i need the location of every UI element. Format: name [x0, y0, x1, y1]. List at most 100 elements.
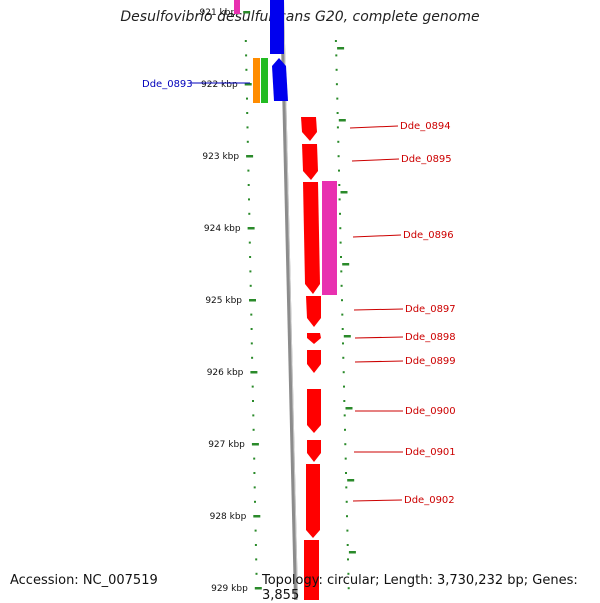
- gene-top-magenta[interactable]: [234, 0, 240, 14]
- scale-dot-left: [246, 112, 249, 114]
- scale-dot-left: [253, 457, 256, 460]
- scale-dot-left: [248, 212, 251, 215]
- scale-dot-left: [255, 558, 258, 561]
- scale-dot-left: [248, 241, 251, 244]
- leader-line-0898: [354, 336, 404, 339]
- leader-line-0896: [352, 234, 402, 238]
- gene-label-dde-0899[interactable]: Dde_0899: [405, 356, 456, 367]
- scale-dot-left: [245, 54, 248, 57]
- gene-labels: Dde_0893 Dde_0894 Dde_0895 Dde_0896 Dde_…: [142, 79, 456, 506]
- scale-dot-right: [343, 414, 346, 417]
- gene-green[interactable]: [261, 58, 268, 103]
- topology-text: Topology: circular; Length: 3,730,232 bp…: [262, 573, 578, 603]
- gene-reverse-top-blue[interactable]: [270, 0, 284, 54]
- kbp-tick-mark: [253, 515, 261, 518]
- kbp-tick-label: 924 kbp: [204, 224, 241, 234]
- scale-dot-right: [344, 457, 347, 460]
- scale-dot-right: [347, 558, 349, 561]
- gene-label-dde-0898[interactable]: Dde_0898: [405, 332, 456, 343]
- scale-dot-right: [346, 544, 349, 546]
- kbp-half-tick-mark: [342, 263, 350, 266]
- kbp-half-tick-mark: [337, 47, 345, 50]
- scale-dot-left: [255, 572, 258, 575]
- gene-dde-0902[interactable]: [306, 464, 320, 538]
- gene-label-dde-0901[interactable]: Dde_0901: [405, 447, 456, 458]
- scale-dot-right: [336, 112, 339, 114]
- scale-dot-right: [345, 472, 347, 474]
- scale-dot-right: [342, 371, 345, 374]
- kbp-tick-label: 922 kbp: [201, 80, 238, 90]
- scale-dot-left: [252, 400, 254, 402]
- kbp-tick-mark: [250, 371, 258, 374]
- scale-dot-right: [339, 227, 342, 230]
- gene-label-dde-0895[interactable]: Dde_0895: [401, 154, 452, 165]
- kbp-half-tick-mark: [343, 335, 351, 338]
- kbp-tick-mark: [246, 155, 254, 158]
- scale-dot-left: [252, 414, 255, 417]
- gene-dde-0893[interactable]: [272, 58, 288, 101]
- gene-dde-0900[interactable]: [307, 389, 321, 433]
- scale-dot-right: [347, 587, 350, 590]
- kbp-tick-label: 925 kbp: [205, 296, 242, 306]
- scale-dot-right: [340, 256, 342, 258]
- accession-text: Accession: NC_007519: [10, 573, 158, 588]
- scale-dot-left: [246, 140, 249, 143]
- scale-dot-left: [246, 97, 248, 100]
- scale-dot-right: [345, 486, 348, 489]
- scale-dot-left: [253, 472, 256, 474]
- gene-dde-0897[interactable]: [306, 296, 321, 327]
- scale-dot-left: [252, 428, 255, 431]
- gene-label-dde-0902[interactable]: Dde_0902: [404, 495, 455, 506]
- scale-dot-right: [341, 299, 343, 302]
- scale-dot-left: [249, 256, 252, 258]
- scale-dot-left: [247, 184, 250, 186]
- map-title: Desulfovibrio desulfuricans G20, complet…: [120, 9, 480, 25]
- scale-dot-left: [254, 500, 256, 503]
- kbp-tick-label: 927 kbp: [208, 440, 245, 450]
- scale-dot-right: [343, 385, 345, 388]
- scale-dot-right: [334, 40, 337, 42]
- kbp-half-tick-mark: [340, 191, 348, 194]
- scale-dot-left: [250, 313, 253, 316]
- scale-dot-left: [254, 529, 257, 532]
- kbp-half-tick-mark: [347, 479, 355, 482]
- scale-dot-left: [251, 356, 254, 359]
- scale-dot-left: [254, 544, 257, 546]
- gene-orange[interactable]: [253, 58, 260, 103]
- scale-dot-left: [249, 270, 252, 273]
- gene-dde-0896[interactable]: [303, 182, 320, 294]
- scale-dot-right: [339, 241, 342, 244]
- scale-dot-left: [247, 169, 250, 172]
- gene-dde-0899[interactable]: [307, 350, 321, 373]
- scale-dot-right: [342, 342, 344, 345]
- gene-label-dde-0900[interactable]: Dde_0900: [405, 406, 456, 417]
- scale-dot-right: [344, 443, 347, 446]
- scale-dot-right: [339, 212, 341, 215]
- gene-label-dde-0896[interactable]: Dde_0896: [403, 230, 454, 241]
- leader-line-0894: [349, 125, 399, 129]
- kbp-half-tick-mark: [348, 551, 356, 554]
- leader-line-0902: [352, 499, 403, 502]
- kbp-tick-mark: [251, 443, 259, 446]
- scale-dot-right: [336, 97, 339, 100]
- scale-dot-right: [340, 284, 343, 287]
- gene-dde-0894[interactable]: [301, 117, 317, 141]
- scale-dot-right: [335, 68, 338, 71]
- kbp-tick-mark: [247, 227, 255, 230]
- gene-label-dde-0894[interactable]: Dde_0894: [400, 121, 451, 132]
- gene-magenta-overlap[interactable]: [322, 181, 337, 295]
- scale-dot-right: [343, 400, 346, 402]
- gene-dde-0898[interactable]: [307, 333, 321, 344]
- dotted-scale-rings: [244, 40, 350, 590]
- gene-bottom-red[interactable]: [304, 540, 319, 600]
- scale-dot-right: [338, 198, 341, 201]
- gene-dde-0901[interactable]: [307, 440, 321, 462]
- scale-dot-right: [347, 572, 350, 575]
- gene-dde-0895[interactable]: [302, 144, 318, 180]
- leader-line-0897: [353, 308, 404, 311]
- gene-label-dde-0897[interactable]: Dde_0897: [405, 304, 456, 315]
- gene-label-dde-0893[interactable]: Dde_0893: [142, 79, 193, 90]
- leader-line-0895: [351, 158, 400, 162]
- kbp-tick-label: 926 kbp: [207, 368, 244, 378]
- scale-dot-right: [346, 529, 349, 532]
